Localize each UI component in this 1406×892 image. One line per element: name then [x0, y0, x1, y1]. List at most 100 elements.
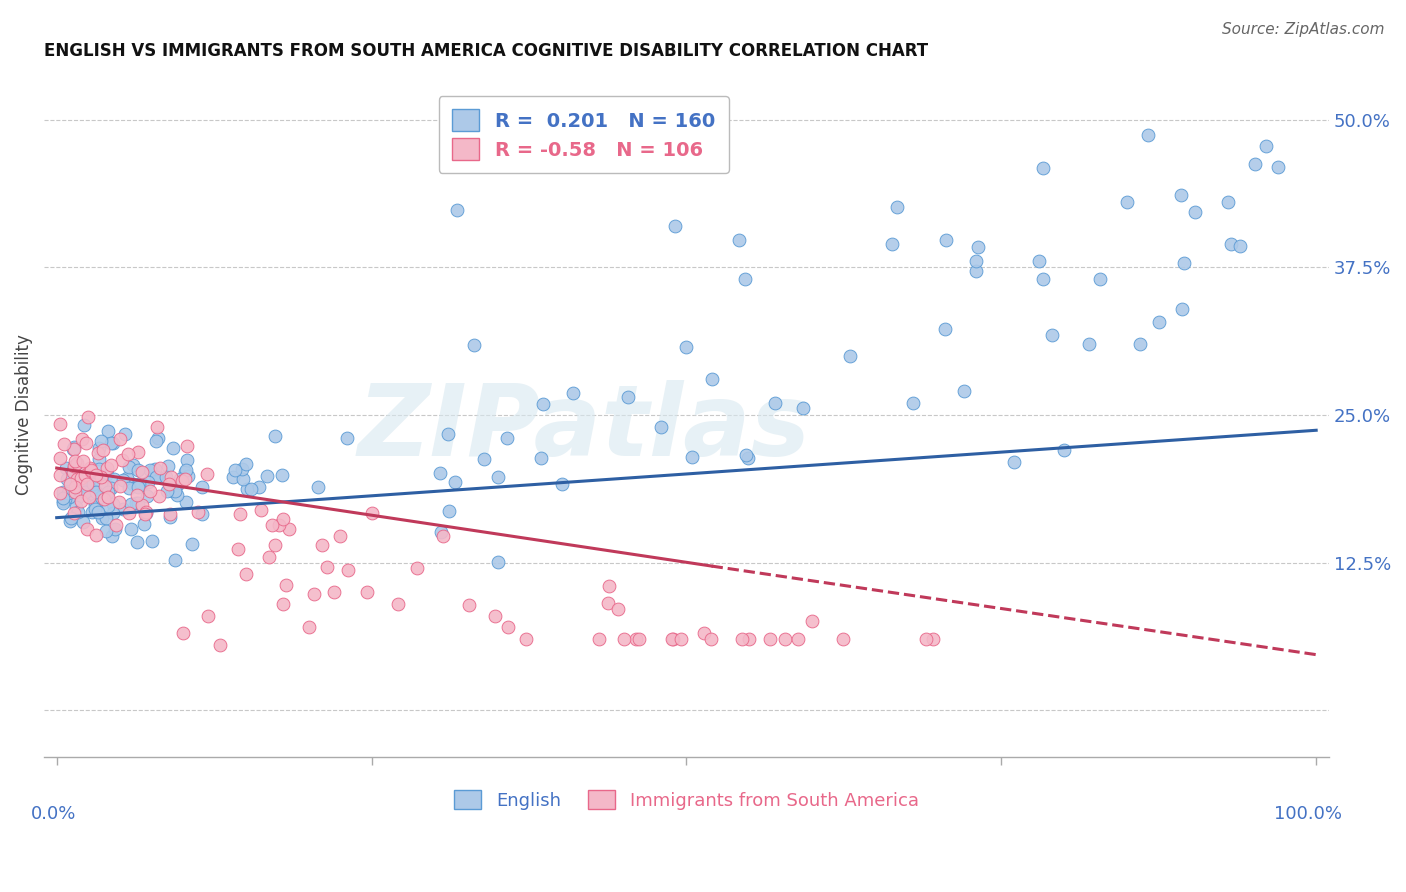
- Point: [139, 463, 162, 477]
- Point: [443, 475, 465, 489]
- Point: [922, 632, 945, 647]
- Point: [56, 486, 79, 500]
- Point: [256, 468, 278, 483]
- Point: [172, 626, 194, 640]
- Point: [531, 397, 554, 411]
- Point: [157, 477, 180, 491]
- Point: [59, 476, 82, 491]
- Text: ENGLISH VS IMMIGRANTS FROM SOUTH AMERICA COGNITIVE DISABILITY CORRELATION CHART: ENGLISH VS IMMIGRANTS FROM SOUTH AMERICA…: [44, 42, 928, 60]
- Point: [138, 484, 160, 499]
- Point: [356, 585, 378, 599]
- Point: [96, 467, 118, 481]
- Point: [49, 467, 72, 482]
- Point: [55, 461, 77, 475]
- Point: [229, 507, 252, 521]
- Point: [174, 463, 197, 477]
- Point: [965, 254, 987, 268]
- Point: [224, 463, 246, 477]
- Point: [79, 482, 101, 496]
- Point: [65, 500, 87, 514]
- Point: [97, 500, 120, 514]
- Point: [97, 424, 120, 438]
- Point: [187, 505, 209, 519]
- Point: [1116, 195, 1139, 210]
- Point: [627, 632, 650, 647]
- Point: [1229, 239, 1251, 253]
- Point: [96, 461, 118, 475]
- Point: [52, 496, 75, 510]
- Point: [52, 491, 75, 506]
- Point: [432, 529, 454, 543]
- Point: [669, 632, 692, 647]
- Point: [146, 431, 169, 445]
- Point: [141, 464, 163, 478]
- Point: [76, 522, 98, 536]
- Point: [1147, 315, 1170, 329]
- Point: [486, 470, 509, 484]
- Point: [101, 506, 124, 520]
- Point: [486, 555, 509, 569]
- Point: [336, 431, 359, 445]
- Point: [122, 458, 145, 472]
- Point: [430, 524, 453, 539]
- Point: [228, 542, 250, 557]
- Point: [515, 632, 537, 647]
- Point: [111, 502, 134, 516]
- Point: [209, 638, 232, 652]
- Point: [62, 465, 84, 479]
- Point: [173, 465, 195, 479]
- Point: [127, 444, 149, 458]
- Point: [157, 458, 180, 473]
- Point: [787, 632, 810, 647]
- Point: [155, 470, 177, 484]
- Point: [56, 472, 79, 486]
- Point: [84, 502, 107, 516]
- Point: [191, 507, 214, 521]
- Point: [551, 476, 574, 491]
- Point: [75, 436, 97, 450]
- Point: [169, 472, 191, 486]
- Point: [108, 432, 131, 446]
- Point: [166, 488, 188, 502]
- Point: [96, 510, 118, 524]
- Point: [87, 452, 110, 467]
- Point: [55, 492, 77, 507]
- Point: [59, 514, 82, 528]
- Point: [613, 632, 636, 647]
- Point: [122, 476, 145, 491]
- Point: [271, 467, 294, 482]
- Point: [1129, 337, 1152, 351]
- Point: [1002, 455, 1025, 469]
- Point: [59, 510, 82, 524]
- Point: [103, 498, 125, 512]
- Point: [100, 481, 122, 495]
- Point: [307, 480, 329, 494]
- Point: [463, 338, 485, 352]
- Point: [90, 470, 112, 484]
- Point: [322, 585, 344, 599]
- Point: [159, 507, 181, 521]
- Point: [108, 478, 131, 492]
- Point: [484, 608, 506, 623]
- Point: [1088, 272, 1111, 286]
- Point: [87, 446, 110, 460]
- Point: [118, 459, 141, 474]
- Point: [67, 505, 90, 519]
- Point: [177, 468, 200, 483]
- Point: [934, 322, 956, 336]
- Point: [72, 477, 94, 491]
- Point: [70, 432, 93, 446]
- Point: [264, 538, 287, 552]
- Point: [235, 567, 257, 582]
- Text: ZIPatlas: ZIPatlas: [357, 380, 810, 477]
- Point: [1028, 254, 1050, 268]
- Point: [1032, 272, 1054, 286]
- Point: [598, 579, 620, 593]
- Point: [195, 467, 218, 481]
- Point: [231, 462, 253, 476]
- Point: [624, 632, 647, 647]
- Point: [149, 461, 172, 475]
- Point: [84, 499, 107, 513]
- Point: [62, 442, 84, 457]
- Point: [759, 632, 782, 647]
